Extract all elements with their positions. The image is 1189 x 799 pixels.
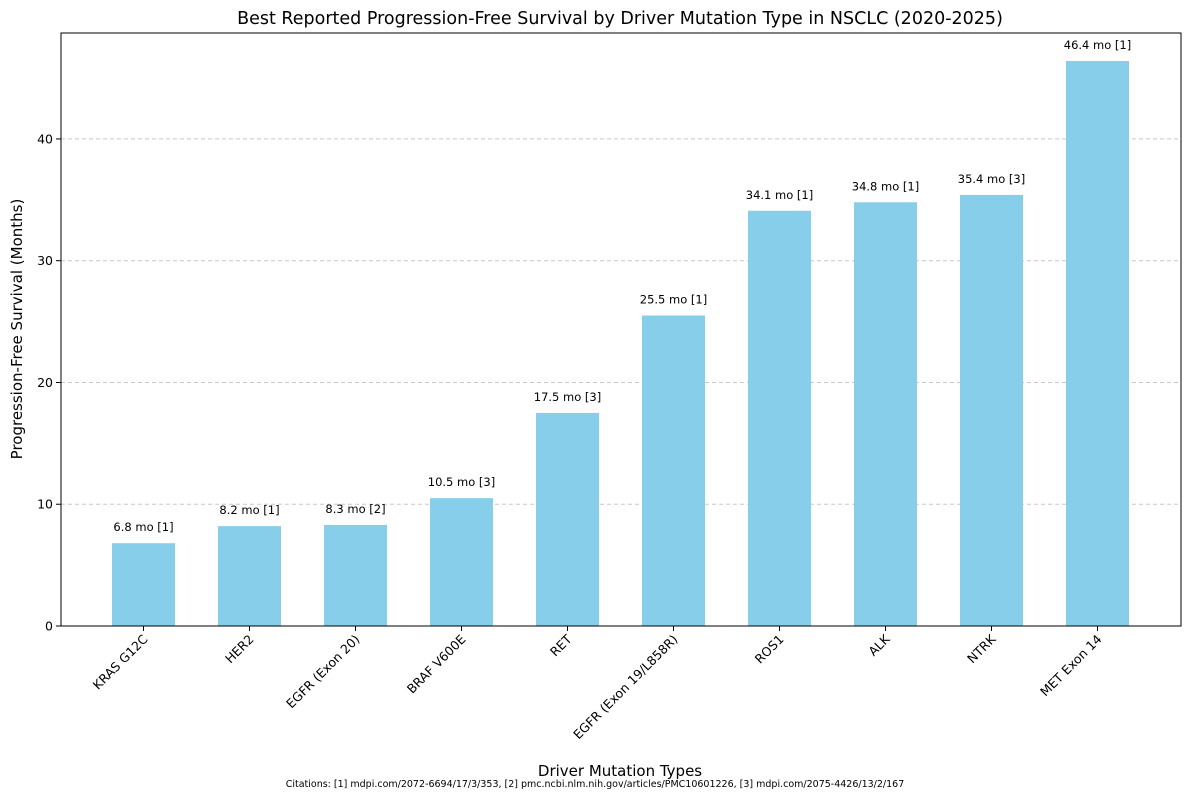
bar (112, 543, 175, 626)
x-tick-label: ROS1 (752, 632, 787, 667)
bar (218, 526, 281, 626)
y-axis-label: Progression-Free Survival (Months) (8, 199, 26, 460)
bars (112, 61, 1129, 626)
x-tick-label: MET Exon 14 (1037, 631, 1105, 699)
y-tick-label: 20 (37, 375, 53, 390)
x-axis-label: Driver Mutation Types (538, 762, 702, 780)
bar-value-label: 10.5 mo [3] (428, 475, 495, 489)
bar (642, 315, 705, 626)
bar-value-label: 46.4 mo [1] (1064, 38, 1131, 52)
bar-value-label: 8.3 mo [2] (325, 502, 385, 516)
citations-footnote: Citations: [1] mdpi.com/2072-6694/17/3/3… (286, 779, 905, 790)
x-tick-label: EGFR (Exon 20) (283, 632, 363, 712)
bar (324, 524, 387, 626)
bar-value-label: 25.5 mo [1] (640, 292, 707, 306)
bar (854, 202, 917, 626)
plot-frame (60, 32, 1182, 627)
y-axis-ticks: 0 10 20 30 40 (37, 131, 61, 634)
bar-value-label: 35.4 mo [3] (958, 172, 1025, 186)
bar-value-label: 34.8 mo [1] (852, 179, 919, 193)
x-axis-ticks: KRAS G12C HER2 EGFR (Exon 20) BRAF V600E RET… (90, 626, 1105, 742)
x-tick-label: NTRK (964, 631, 999, 666)
bar-value-label: 8.2 mo [1] (219, 503, 279, 517)
bar-value-label: 34.1 mo [1] (746, 188, 813, 202)
bar (1066, 61, 1129, 626)
x-tick-label: BRAF V600E (404, 631, 469, 696)
x-tick-label: EGFR (Exon 19/L858R) (570, 632, 681, 743)
x-tick-label: HER2 (222, 632, 257, 667)
bar (430, 498, 493, 626)
bar-value-label: 17.5 mo [3] (534, 390, 601, 404)
x-tick-label: KRAS G12C (90, 631, 151, 692)
y-tick-label: 10 (37, 497, 53, 512)
x-tick-label: ALK (865, 631, 893, 659)
x-tick-label: RET (547, 631, 575, 659)
y-tick-label: 40 (37, 131, 53, 146)
chart-title: Best Reported Progression-Free Survival … (237, 9, 1003, 29)
bar (748, 210, 811, 626)
bar-value-label: 6.8 mo [1] (113, 520, 173, 534)
y-tick-label: 0 (45, 619, 53, 634)
bar (960, 194, 1023, 626)
y-tick-label: 30 (37, 253, 53, 268)
data-labels: 6.8 mo [1] 8.2 mo [1] 8.3 mo [2] 10.5 mo [3… (113, 38, 1131, 534)
bar (536, 412, 599, 626)
